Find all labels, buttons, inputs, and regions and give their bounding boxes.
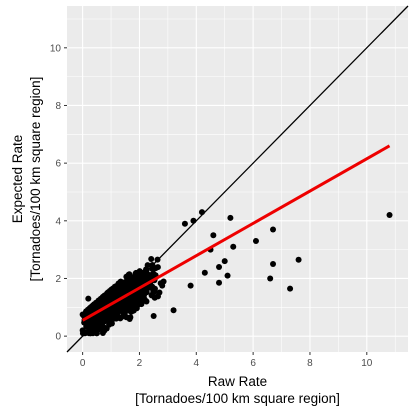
data-point — [148, 292, 155, 299]
data-point — [201, 269, 208, 276]
x-axis-subtitle: [Tornadoes/100 km square region] — [135, 391, 340, 406]
data-point — [160, 278, 167, 285]
data-point — [252, 237, 259, 244]
data-point — [270, 261, 277, 268]
data-point — [140, 291, 147, 298]
data-point — [106, 315, 113, 322]
data-point — [84, 307, 91, 314]
data-point — [181, 220, 188, 227]
data-point — [150, 312, 157, 319]
data-point — [144, 284, 151, 291]
data-point — [224, 272, 231, 279]
data-point — [105, 293, 112, 300]
y-tick-label: 8 — [55, 101, 61, 112]
y-tick-label: 10 — [50, 43, 62, 54]
data-point — [148, 255, 155, 262]
data-point — [386, 212, 393, 219]
data-point — [125, 302, 132, 309]
data-point — [287, 285, 294, 292]
data-point — [131, 305, 138, 312]
data-point — [127, 314, 134, 321]
data-point — [127, 278, 134, 285]
data-point — [100, 310, 107, 317]
data-point — [187, 282, 194, 289]
x-tick-label: 4 — [194, 358, 200, 369]
data-point — [79, 311, 86, 318]
data-point — [270, 226, 277, 233]
data-point — [227, 214, 234, 221]
data-point — [295, 256, 302, 263]
data-point — [221, 258, 228, 265]
data-point — [133, 297, 140, 304]
data-point — [216, 279, 223, 286]
data-point — [139, 296, 146, 303]
data-point — [92, 301, 99, 308]
data-point — [230, 243, 237, 250]
data-point — [85, 295, 92, 302]
data-point — [267, 275, 274, 282]
data-point — [99, 294, 106, 301]
data-point — [210, 232, 217, 239]
data-point — [100, 324, 107, 331]
fit-line — [81, 144, 391, 322]
x-tick-label: 2 — [137, 358, 143, 369]
axes: 0 2 4 6 8 10 0 2 4 6 8 10 — [50, 43, 373, 369]
data-point — [113, 288, 120, 295]
y-tick-label: 4 — [55, 216, 61, 227]
identity-line — [66, 5, 409, 353]
x-tick-label: 6 — [250, 358, 256, 369]
x-tick-label: 8 — [307, 358, 313, 369]
grid-lines — [67, 6, 408, 352]
data-point — [133, 270, 140, 277]
data-point — [115, 280, 122, 287]
data-point — [108, 320, 115, 327]
y-axis-title: Expected Rate — [10, 135, 25, 224]
x-axis-title: Raw Rate — [208, 374, 267, 389]
data-point — [216, 263, 223, 270]
y-tick-label: 2 — [55, 274, 61, 285]
data-point — [122, 284, 129, 291]
data-point — [170, 307, 177, 314]
data-point — [154, 293, 161, 300]
data-point — [108, 286, 115, 293]
y-tick-label: 0 — [55, 332, 61, 343]
data-point — [88, 327, 95, 334]
data-point — [144, 262, 151, 269]
data-point — [83, 323, 90, 330]
y-axis-subtitle: [Tornadoes/100 km square region] — [28, 77, 43, 282]
y-tick-label: 6 — [55, 159, 61, 170]
data-point — [124, 274, 131, 281]
x-tick-label: 10 — [361, 358, 373, 369]
data-point — [97, 299, 104, 306]
x-tick-label: 0 — [80, 358, 86, 369]
data-point — [154, 264, 161, 271]
